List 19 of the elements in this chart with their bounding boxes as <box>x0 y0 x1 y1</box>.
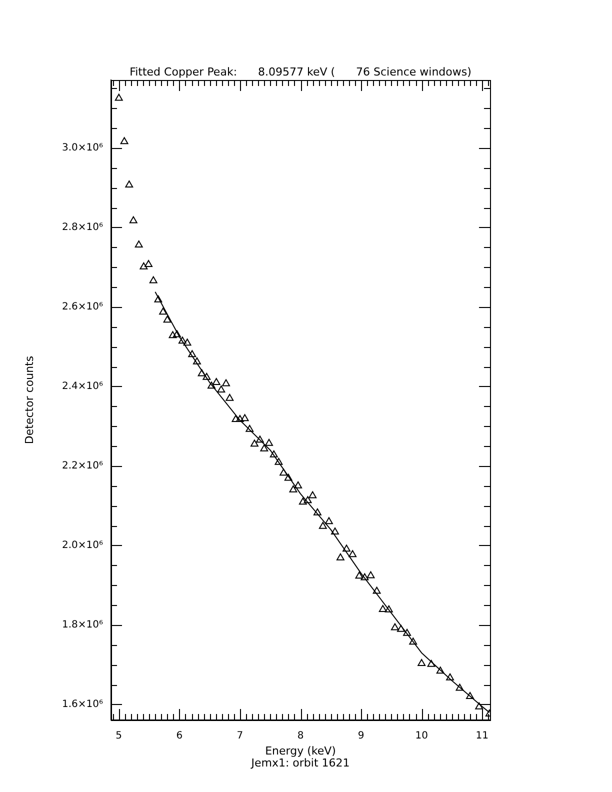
text: Jemx1: orbit 1621 <box>250 756 350 770</box>
x-tick-label: 7 <box>236 730 244 742</box>
y-tick-label: 2.2×10⁶ <box>62 460 103 472</box>
y-axis-title: Detector counts <box>22 356 36 444</box>
x-axis-title: Energy (keV) <box>265 744 336 758</box>
x-tick-label: 8 <box>297 730 304 742</box>
y-tick-label: 2.6×10⁶ <box>62 302 103 313</box>
x-tick-label: 11 <box>476 730 488 742</box>
y-tick-label: 3.0×10⁶ <box>62 142 103 154</box>
x-tick-label: 6 <box>176 730 183 742</box>
y-tick-label: 2.4×10⁶ <box>62 381 103 392</box>
x-tick-label: 5 <box>116 730 122 742</box>
x-tick-label: 9 <box>358 730 364 742</box>
chart-title: Fitted Copper Peak: 8.09577 keV ( 76 Science windows) <box>130 65 472 78</box>
y-tick-label: 2.8×10⁶ <box>62 222 103 234</box>
y-tick-label: 1.6×10⁶ <box>62 699 103 710</box>
y-tick-label: 2.0×10⁶ <box>62 540 103 552</box>
x-tick-label: 10 <box>415 730 428 742</box>
y-tick-label: 1.8×10⁶ <box>62 620 103 631</box>
